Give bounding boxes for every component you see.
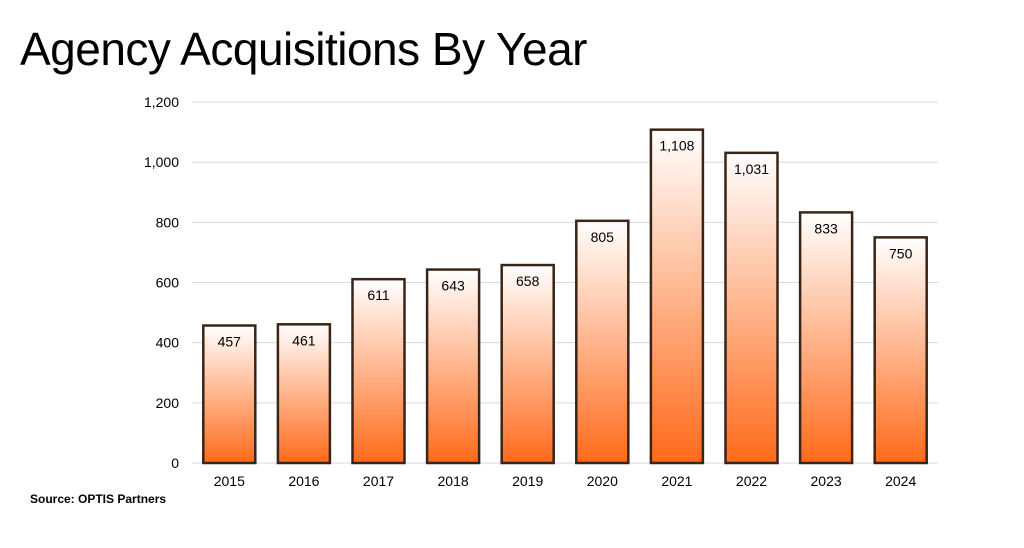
bar	[276, 323, 332, 465]
data-label: 833	[814, 220, 838, 236]
data-label: 805	[591, 229, 615, 245]
x-tick-label: 2024	[885, 473, 916, 489]
x-tick-label: 2023	[811, 473, 842, 489]
bar	[351, 277, 406, 465]
bar	[500, 263, 555, 465]
y-tick-label: 1,000	[144, 154, 179, 170]
data-label: 643	[441, 278, 465, 294]
x-tick-label: 2016	[288, 473, 319, 489]
bar	[798, 211, 854, 465]
source-note: Source: OPTIS Partners	[30, 492, 167, 506]
x-tick-label: 2017	[363, 473, 394, 489]
y-tick-label: 200	[156, 395, 180, 411]
x-tick-label: 2019	[512, 473, 543, 489]
bar	[873, 236, 928, 465]
data-label: 658	[516, 273, 540, 289]
x-tick-label: 2020	[587, 473, 618, 489]
data-label: 750	[889, 245, 913, 261]
x-axis-ticks: 2015 2016 2017 2018 2019 2020 2021 2022 2023 2024	[214, 473, 917, 489]
y-tick-label: 1,200	[144, 94, 179, 110]
y-tick-label: 800	[156, 214, 180, 230]
data-label: 611	[367, 287, 390, 303]
chart-title: Agency Acquisitions By Year	[20, 23, 587, 75]
bar	[202, 324, 257, 465]
y-tick-label: 600	[156, 275, 180, 291]
x-tick-label: 2018	[438, 473, 469, 489]
bar	[425, 268, 481, 465]
x-tick-label: 2021	[661, 473, 692, 489]
y-tick-label: 0	[171, 455, 179, 471]
bar	[649, 128, 705, 465]
bars: 457 461 611 643 658 805 1,108 1,031 833 750	[202, 128, 928, 465]
data-label: 1,108	[659, 138, 694, 154]
bar	[724, 151, 779, 465]
x-tick-label: 2022	[736, 473, 767, 489]
data-label: 457	[218, 334, 242, 350]
data-label: 461	[292, 332, 316, 348]
bar	[575, 219, 630, 465]
y-tick-label: 400	[156, 335, 180, 351]
y-axis-ticks: 0 200 400 600 800 1,000 1,200	[144, 94, 179, 471]
data-label: 1,031	[734, 161, 769, 177]
x-tick-label: 2015	[214, 473, 245, 489]
